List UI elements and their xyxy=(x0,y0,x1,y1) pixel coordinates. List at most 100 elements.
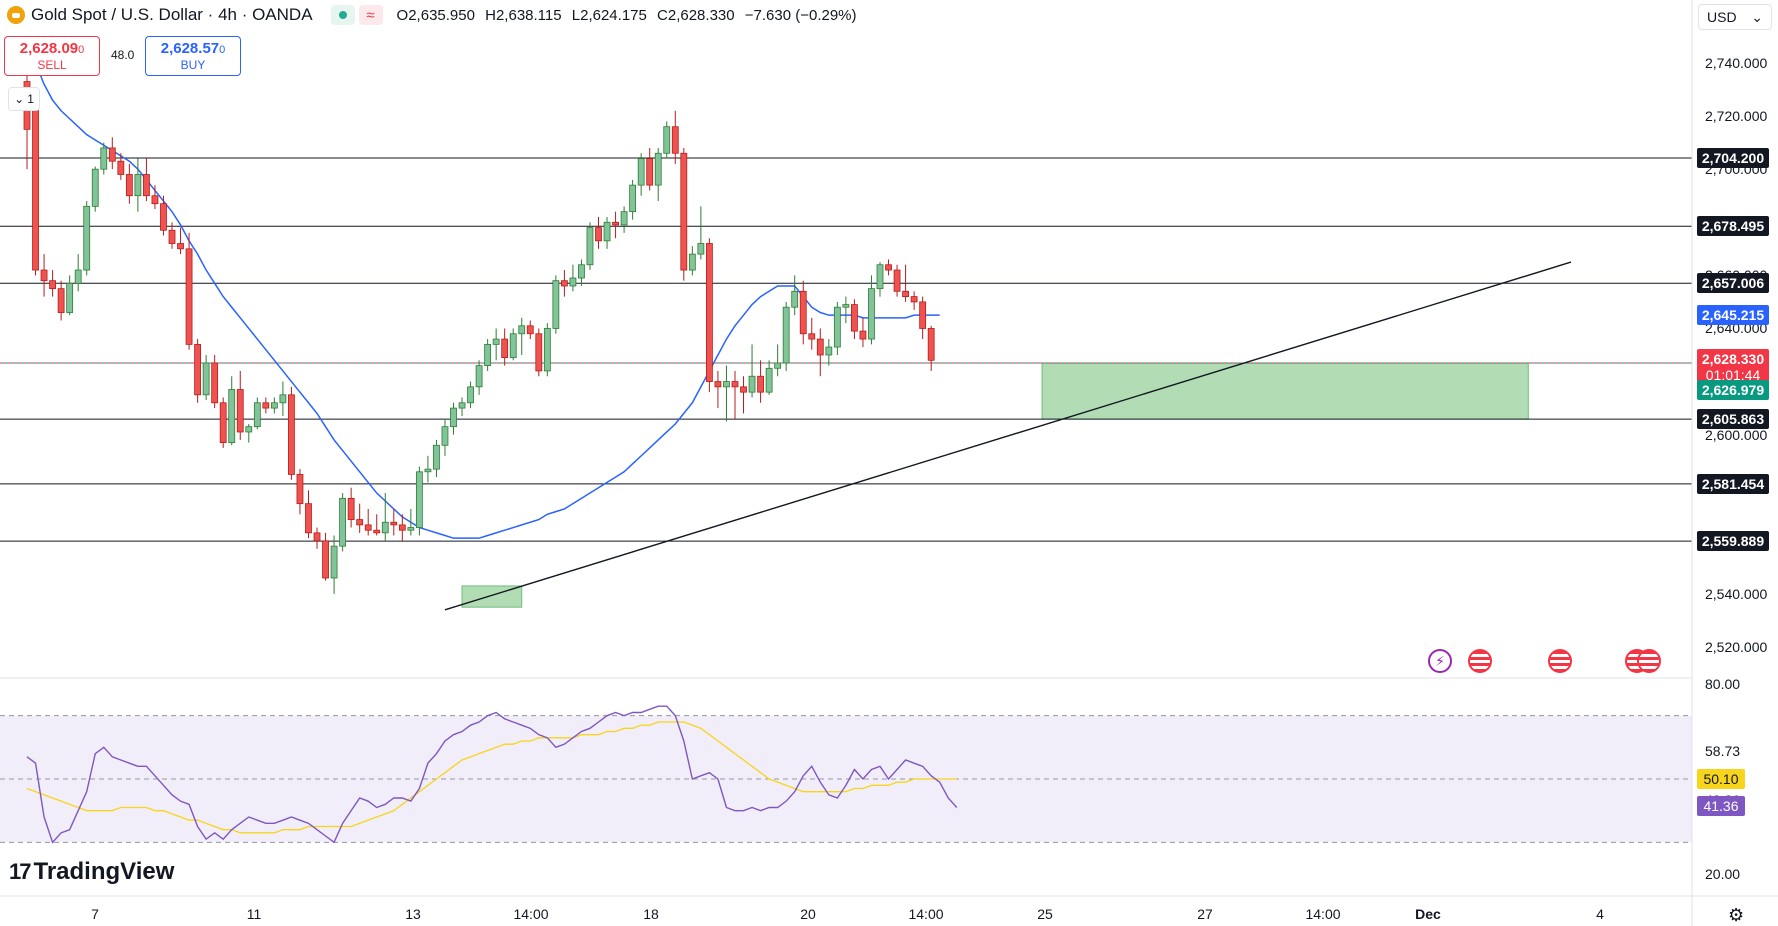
rsi-ma-line xyxy=(26,721,957,834)
candle-up xyxy=(842,304,850,308)
chevron-down-icon: ⌄ xyxy=(14,92,25,106)
chevron-down-icon: ⌄ xyxy=(1751,8,1763,25)
candle-down xyxy=(740,386,747,393)
trendline-group xyxy=(444,261,1572,611)
candle-down xyxy=(57,288,65,313)
ohlc-readout: O2,635.950 H2,638.115 L2,624.175 C2,628.… xyxy=(397,7,857,24)
candle-down xyxy=(313,532,321,542)
candle-up xyxy=(407,527,415,531)
candle-down xyxy=(731,381,739,388)
low-key: L xyxy=(571,6,581,24)
candle-down xyxy=(851,304,858,332)
candle-up xyxy=(697,243,705,255)
candle-up xyxy=(723,381,730,388)
candle-down xyxy=(32,102,39,271)
candle-down xyxy=(893,269,901,292)
low-value: 2,624.175 xyxy=(580,6,647,24)
candle-up xyxy=(543,328,551,372)
level-price-label: 2,581.454 xyxy=(1697,473,1769,494)
candle-down xyxy=(398,524,406,531)
candle-up xyxy=(83,205,91,271)
candle-up xyxy=(381,521,389,534)
candle-down xyxy=(757,375,764,393)
price-tick-label: 2,540.000 xyxy=(1705,585,1768,602)
gear-icon[interactable]: ⚙ xyxy=(1728,905,1745,925)
bar-countdown: 01:01:44 xyxy=(1705,367,1761,384)
candle-up xyxy=(509,333,517,359)
sell-button[interactable]: 2,628.090 SELL xyxy=(4,36,100,76)
us-flag-event-icon[interactable] xyxy=(1637,649,1661,673)
rsi-ma-label: 50.10 xyxy=(1697,768,1745,789)
candle-down xyxy=(168,229,176,244)
candle-down xyxy=(612,221,619,226)
tradingview-mark-icon: 17 xyxy=(9,859,32,884)
candle-up xyxy=(228,389,236,444)
candle-up xyxy=(620,211,628,226)
candle-up xyxy=(603,221,611,242)
time-tick-label: 13 xyxy=(405,906,421,922)
time-tick-label: 25 xyxy=(1037,906,1053,922)
wave-icon[interactable]: ≈ xyxy=(358,5,383,25)
market-open-icon[interactable] xyxy=(330,5,355,25)
candle-down xyxy=(680,152,688,271)
time-tick-label: 27 xyxy=(1197,906,1213,922)
candle-down xyxy=(40,269,48,282)
flash-event-icon[interactable]: ⚡ xyxy=(1428,649,1452,673)
ma-price-label: 2,645.215 xyxy=(1697,304,1769,325)
buy-button[interactable]: 2,628.570 BUY xyxy=(145,36,241,76)
candle-down xyxy=(219,402,227,444)
tradingview-logo[interactable]: 17 TradingView xyxy=(9,858,174,886)
main-pane-bg xyxy=(0,0,1692,676)
level-price-label: 2,704.200 xyxy=(1697,148,1769,169)
support-price-label: 2,626.979 xyxy=(1697,380,1769,401)
candle-down xyxy=(49,280,56,290)
rsi-tick-label: 20.00 xyxy=(1705,866,1741,882)
candle-down xyxy=(185,248,193,345)
candle-up xyxy=(253,402,261,428)
candle-down xyxy=(927,328,935,361)
us-flag-event-icon[interactable] xyxy=(1468,649,1492,673)
candle-down xyxy=(211,362,219,404)
us-flag-event-icon[interactable] xyxy=(1548,649,1572,673)
candle-up xyxy=(270,402,278,409)
candle-up xyxy=(492,338,500,345)
candle-down xyxy=(108,147,116,162)
candle-down xyxy=(919,301,927,329)
candle-down xyxy=(125,174,133,197)
time-tick-label: Dec xyxy=(1415,906,1441,922)
candle-up xyxy=(552,280,560,329)
candle-up xyxy=(424,468,432,473)
close-value: 2,628.330 xyxy=(667,6,735,24)
candle-up xyxy=(415,471,423,528)
candle-down xyxy=(910,296,918,303)
candles-group xyxy=(23,63,935,594)
last-price-value: 2,628.330 xyxy=(1701,351,1765,368)
candle-down xyxy=(902,290,909,298)
candle-down xyxy=(706,243,713,382)
candle-down xyxy=(535,333,543,372)
candle-up xyxy=(339,497,347,547)
high-key: H xyxy=(485,6,496,24)
candle-up xyxy=(748,375,756,393)
level-price-label: 2,605.863 xyxy=(1697,409,1769,430)
candle-up xyxy=(569,277,577,287)
currency-selector[interactable]: USD ⌄ xyxy=(1698,4,1772,30)
candle-down xyxy=(117,160,125,175)
last-price-label: 2,628.330 01:01:44 xyxy=(1697,349,1769,386)
candle-down xyxy=(885,264,892,271)
support-zones xyxy=(461,362,1529,608)
rsi-tick-label: 80.00 xyxy=(1705,676,1741,692)
candle-up xyxy=(663,126,671,154)
time-tick-label: 11 xyxy=(246,906,262,922)
lot-size-dropdown[interactable]: ⌄ 1 xyxy=(8,87,40,111)
rsi-value-label: 41.36 xyxy=(1697,796,1745,817)
candle-up xyxy=(66,282,74,313)
moving-average-line xyxy=(26,41,940,539)
candle-up xyxy=(484,343,492,367)
candle-down xyxy=(526,325,534,335)
open-key: O xyxy=(396,6,409,24)
symbol-title[interactable]: Gold Spot / U.S. Dollar · 4h · OANDA xyxy=(31,5,313,24)
candle-down xyxy=(322,540,329,579)
buy-price: 2,628.570 xyxy=(160,40,226,57)
